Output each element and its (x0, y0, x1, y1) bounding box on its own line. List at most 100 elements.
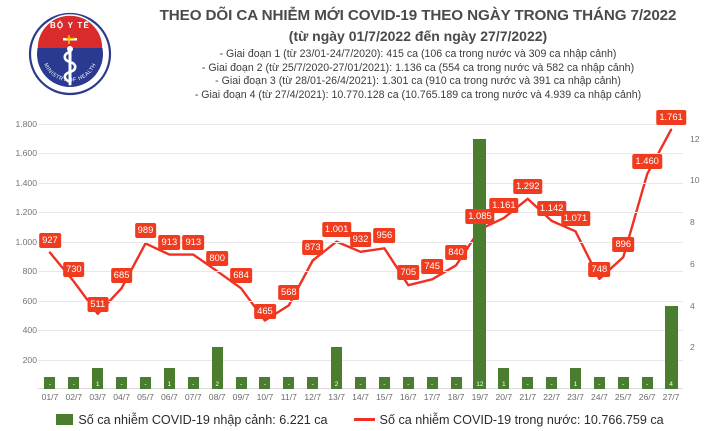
x-axis-tick: 09/7 (232, 392, 250, 402)
legend-line-swatch-icon (353, 418, 375, 421)
x-axis-tick: 22/7 (543, 392, 560, 402)
bar-imported-cases[interactable]: - (68, 377, 80, 389)
bar-imported-cases[interactable]: - (140, 377, 151, 389)
y-axis-right-tick: 4 (690, 300, 695, 311)
line-value-label: 1.142 (536, 200, 567, 216)
gridline (38, 212, 683, 214)
bar-value-label: - (263, 381, 267, 388)
line-value-label: 748 (588, 261, 611, 277)
x-axis-tick: 11/7 (280, 392, 297, 402)
line-value-label: 1.071 (560, 211, 591, 227)
title-block: THEO DÕI CA NHIỄM MỚI COVID-19 THEO NGÀY… (118, 6, 718, 46)
x-axis-tick: 25/7 (614, 392, 632, 402)
bar-imported-cases[interactable]: 1 (92, 368, 104, 389)
bar-imported-cases[interactable]: 4 (664, 305, 678, 389)
x-axis-tick: 23/7 (567, 392, 584, 402)
bar-imported-cases[interactable]: - (378, 377, 390, 389)
y-axis-right-tick: 10 (690, 175, 700, 186)
line-value-label: 568 (278, 285, 300, 301)
line-value-label: 932 (349, 231, 372, 247)
line-value-label: 956 (373, 228, 396, 244)
legend-item-domestic[interactable]: Số ca nhiễm COVID-19 trong nước: 10.766.… (353, 413, 664, 427)
line-value-label: 1.085 (465, 209, 495, 225)
bar-imported-cases[interactable]: - (259, 377, 271, 389)
line-value-label: 989 (134, 223, 157, 239)
line-value-label: 745 (421, 259, 443, 275)
x-axis-tick: 21/7 (519, 392, 537, 402)
bar-imported-cases[interactable]: - (283, 377, 295, 389)
bar-imported-cases[interactable]: - (450, 377, 462, 389)
y-axis-left-tick: 800 (22, 266, 37, 277)
line-value-label: 927 (39, 232, 61, 248)
chart-legend: Số ca nhiễm COVID-19 nhập cảnh: 6.221 ca… (0, 408, 720, 431)
bar-value-label: 1 (95, 381, 100, 388)
bar-imported-cases[interactable]: - (402, 377, 414, 389)
bar-value-label: 1 (501, 381, 506, 388)
bar-value-label: 12 (476, 381, 484, 388)
chart-region: 200 400 600 800 1.000 1.200 1.400 1.600 1.800 2 4 6… (0, 109, 720, 392)
bar-imported-cases[interactable]: - (235, 377, 247, 389)
phase-line: - Giai đoạn 2 (từ 25/7/2020-27/01/2021):… (201, 61, 635, 74)
bar-imported-cases[interactable]: 1 (498, 368, 510, 389)
bar-imported-cases[interactable]: - (522, 377, 534, 389)
bar-imported-cases[interactable]: - (116, 377, 128, 389)
x-axis-tick: 14/7 (352, 392, 369, 402)
bar-value-label: 4 (669, 381, 673, 388)
bar-value-label: - (239, 381, 243, 388)
line-value-label: 511 (87, 296, 109, 312)
x-axis-tick: 19/7 (471, 392, 489, 402)
x-axis-tick: 08/7 (208, 392, 226, 402)
bar-value-label: 1 (573, 381, 578, 388)
bar-imported-cases[interactable]: - (44, 377, 56, 389)
x-axis-tick: 07/7 (184, 392, 202, 402)
x-axis-tick: 12/7 (304, 392, 322, 402)
bar-value-label: - (359, 381, 362, 388)
phase-line: - Giai đoạn 3 (từ 28/01-26/4/2021): 1.30… (215, 75, 621, 88)
line-value-label: 840 (445, 245, 467, 261)
bar-imported-cases[interactable]: - (355, 377, 366, 389)
bar-value-label: 1 (167, 381, 172, 388)
bar-imported-cases[interactable]: - (641, 377, 653, 389)
bar-value-label: - (120, 381, 123, 388)
x-axis-tick: 02/7 (65, 392, 83, 402)
bar-imported-cases[interactable]: 2 (331, 347, 343, 389)
bar-imported-cases[interactable]: 2 (211, 347, 223, 389)
line-value-label: 1.460 (632, 154, 662, 170)
line-value-label: 896 (612, 237, 635, 253)
bar-value-label: - (48, 381, 52, 388)
y-axis-left-tick: 1.000 (15, 236, 37, 247)
x-axis-tick: 01/7 (41, 392, 59, 402)
bar-imported-cases[interactable]: - (187, 377, 199, 389)
legend-item-imported[interactable]: Số ca nhiễm COVID-19 nhập cảnh: 6.221 ca (56, 412, 328, 427)
line-value-label: 685 (110, 268, 133, 284)
bar-imported-cases[interactable]: - (593, 377, 605, 389)
bar-value-label: - (526, 381, 529, 388)
bar-value-label: - (383, 381, 386, 388)
line-value-label: 913 (182, 234, 205, 250)
bar-imported-cases[interactable]: - (307, 377, 319, 389)
legend-label-imported: Số ca nhiễm COVID-19 nhập cảnh: 6.221 ca (78, 412, 328, 427)
bar-imported-cases[interactable]: - (426, 377, 438, 389)
y-axis-left-tick: 400 (22, 325, 37, 336)
line-value-label: 684 (230, 268, 252, 284)
bar-imported-cases[interactable]: 12 (473, 138, 487, 389)
gridline (38, 271, 683, 273)
line-value-label: 730 (63, 261, 85, 277)
y-axis-left-tick: 600 (22, 295, 37, 306)
bar-value-label: - (144, 381, 147, 388)
x-axis-tick: 20/7 (495, 392, 513, 402)
bar-imported-cases[interactable]: - (617, 377, 629, 389)
plot-area: 200 400 600 800 1.000 1.200 1.400 1.600 1.800 2 4 6… (15, 109, 700, 389)
x-axis-tick: 27/7 (662, 392, 680, 402)
y-axis-left-tick: 1.600 (15, 148, 37, 159)
gridline (38, 300, 683, 302)
bar-imported-cases[interactable]: 1 (163, 368, 175, 389)
bar-imported-cases[interactable]: 1 (570, 368, 581, 389)
line-value-label: 913 (158, 234, 181, 250)
x-axis-tick: 04/7 (113, 392, 130, 402)
gridline (38, 124, 683, 125)
bar-imported-cases[interactable]: - (546, 377, 558, 389)
x-axis-tick: 06/7 (161, 392, 178, 402)
x-axis-tick: 24/7 (591, 392, 608, 402)
